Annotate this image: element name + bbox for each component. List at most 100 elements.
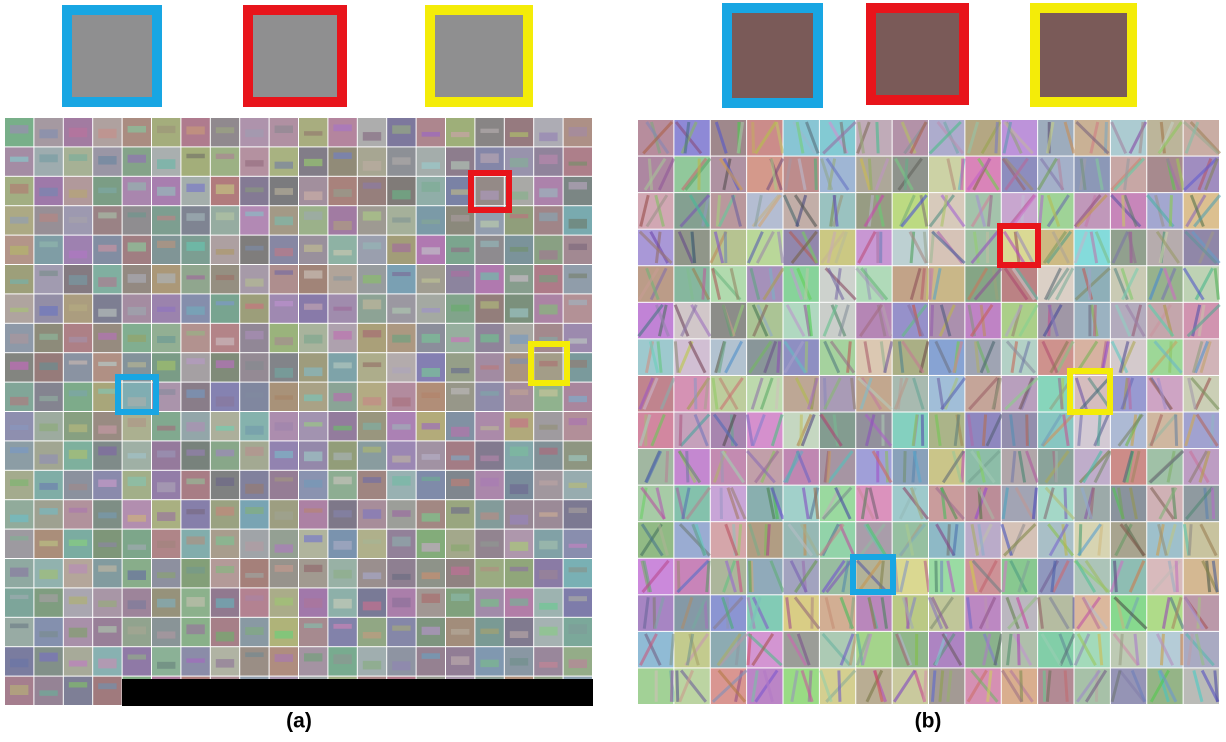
tile-stroke: [721, 596, 735, 630]
tile-pattern: [568, 243, 587, 251]
tile-pattern: [539, 661, 558, 668]
tile-stroke: [880, 304, 893, 337]
grids: [5, 118, 1222, 706]
tile-pattern: [10, 216, 29, 224]
tile-stroke: [770, 487, 785, 520]
tile-stroke: [681, 157, 708, 191]
tile: [357, 441, 387, 470]
tile-pattern: [480, 455, 499, 462]
tile-stroke: [878, 560, 885, 593]
tile-stroke: [795, 450, 812, 484]
tile-stroke: [642, 560, 653, 593]
tile-stroke: [1025, 450, 1039, 483]
tile-stroke: [928, 194, 955, 228]
tile-pattern: [10, 183, 29, 194]
tile-pattern: [215, 631, 235, 642]
tile: [446, 265, 475, 294]
tile-stroke: [645, 450, 663, 484]
tile-stroke: [813, 487, 820, 520]
tile-pattern: [421, 181, 440, 192]
tile-pattern: [392, 597, 411, 608]
tile-stroke: [991, 377, 1003, 410]
tile-stroke: [1138, 121, 1145, 154]
tile-pattern: [68, 424, 88, 433]
tile: [534, 118, 563, 147]
tile-pattern: [362, 182, 382, 189]
tile-stroke: [790, 670, 799, 703]
tile-stroke: [803, 304, 812, 337]
tile-pattern: [480, 272, 499, 281]
tile-stroke: [637, 303, 664, 338]
tile: [63, 353, 93, 382]
tile-stroke: [1199, 523, 1218, 557]
tile-pattern: [127, 334, 146, 342]
tile-stroke: [685, 633, 695, 666]
tile-pattern: [333, 623, 352, 629]
tile-stroke: [903, 158, 909, 191]
tile-stroke: [685, 486, 711, 520]
tile-pattern: [480, 512, 499, 520]
tile-stroke: [826, 231, 837, 264]
tile-pattern: [421, 423, 440, 430]
tile-stroke: [796, 267, 812, 301]
tile-pattern: [362, 299, 382, 310]
tile-pattern: [245, 211, 264, 217]
tile-pattern: [215, 127, 235, 134]
tile: [965, 485, 1001, 522]
tile-stroke: [875, 121, 880, 154]
tile-pattern: [274, 216, 293, 226]
tile-pattern: [333, 510, 352, 518]
tile-stroke: [1110, 670, 1122, 703]
tile-pattern: [39, 129, 58, 139]
tile-pattern: [451, 566, 470, 576]
tile-pattern: [362, 211, 382, 221]
tile-stroke: [1042, 230, 1068, 264]
tile-stroke: [977, 523, 985, 556]
tile-pattern: [245, 187, 264, 193]
tile-stroke: [749, 267, 761, 300]
tile-stroke: [678, 414, 683, 446]
tile-pattern: [245, 627, 264, 635]
tile-stroke: [1010, 450, 1017, 483]
tile: [240, 206, 269, 235]
tile-stroke: [898, 523, 927, 557]
tile-stroke: [860, 487, 869, 520]
tile-stroke: [731, 194, 742, 227]
tile-pattern: [451, 507, 470, 514]
tile-stroke: [806, 304, 813, 337]
tile-stroke: [823, 340, 841, 374]
tile-pattern: [362, 572, 382, 580]
tile: [563, 412, 592, 441]
tile-pattern: [98, 388, 117, 394]
tile-pattern: [304, 191, 323, 201]
tile-pattern: [451, 247, 470, 253]
tile-pattern: [68, 483, 88, 491]
tile-stroke: [827, 158, 837, 191]
tile: [122, 206, 151, 235]
tile-pattern: [362, 242, 382, 250]
tile-stroke: [640, 523, 664, 557]
tile-pattern: [421, 653, 440, 659]
tile: [416, 353, 445, 382]
tile-pattern: [157, 540, 176, 548]
tile-stroke: [1213, 670, 1219, 702]
tile: [93, 559, 122, 588]
tile-stroke: [705, 560, 711, 593]
tile: [475, 382, 504, 411]
tile-pattern: [451, 337, 470, 343]
tile-stroke: [805, 121, 820, 154]
tile-pattern: [98, 128, 117, 139]
tile-pattern: [421, 476, 440, 481]
tile-stroke: [799, 523, 820, 557]
tile-stroke: [783, 340, 805, 374]
tile-stroke: [1124, 304, 1146, 337]
tile-stroke: [831, 194, 844, 227]
tile-stroke: [1149, 669, 1170, 703]
tile-pattern: [568, 338, 587, 344]
tile-pattern: [421, 626, 440, 635]
tile-pattern: [274, 337, 293, 346]
tile-stroke: [801, 487, 810, 520]
tile-pattern: [186, 597, 205, 607]
tile-pattern: [215, 212, 235, 221]
tile-pattern: [480, 541, 499, 547]
